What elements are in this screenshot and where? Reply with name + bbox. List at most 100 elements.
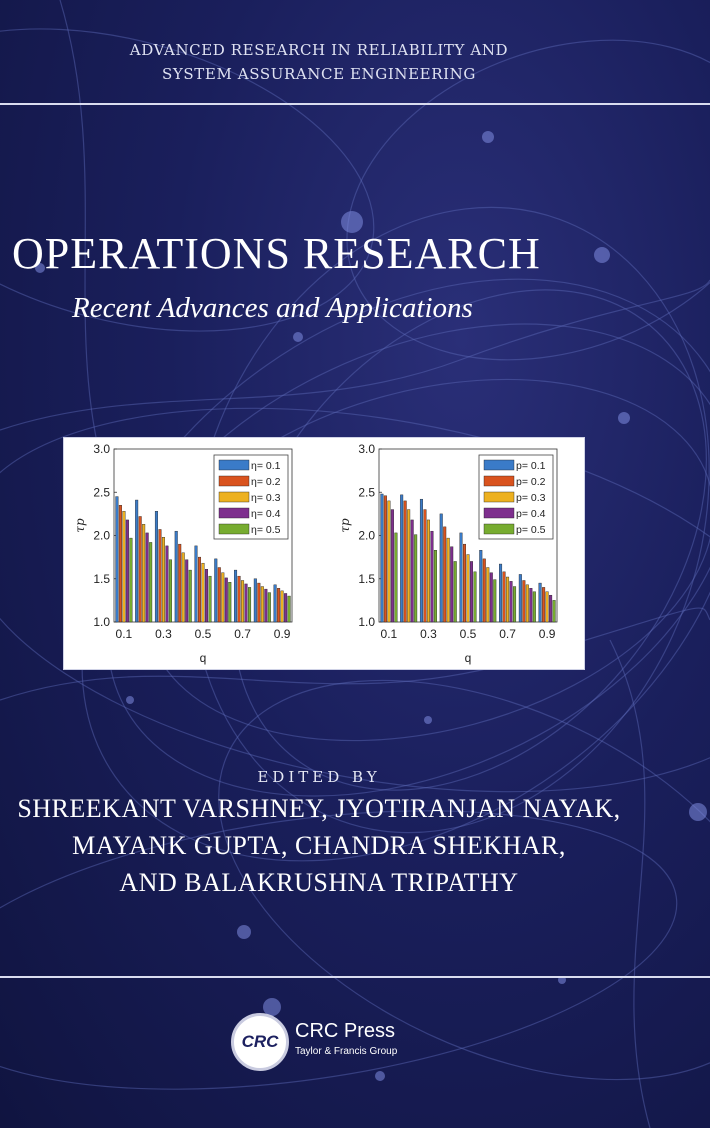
- bar-charts: 1.0 1.5 2.0 2.5 3.0 0.1 0.3 0.5 0.7 0.9 q τp η= 0.1 η…: [73, 442, 558, 665]
- chart-1-legend-swatch: [218, 491, 250, 503]
- chart-2-bar: [407, 509, 411, 623]
- bottom-divider: [0, 976, 710, 978]
- series-title: ADVANCED RESEARCH IN RELIABILITY AND SYS…: [0, 38, 638, 86]
- chart-2-legend-swatch: [483, 523, 515, 535]
- chart-1-bar: [208, 575, 212, 623]
- chart-1-bar: [115, 496, 119, 623]
- crc-logo-icon: CRC: [231, 1013, 289, 1071]
- chart-2-bar: [400, 494, 404, 623]
- chart-2-bar: [390, 509, 394, 623]
- chart-1-y-tick-label: 1.5: [93, 572, 110, 586]
- chart-1-x-tick-label: 0.7: [234, 627, 251, 641]
- chart-2-bar: [506, 576, 510, 623]
- chart-1-bar: [149, 542, 153, 623]
- publisher-name: CRC Press: [295, 1020, 396, 1042]
- chart-2-bar: [549, 594, 553, 623]
- chart-2-bar: [489, 572, 493, 623]
- chart-1-bar: [204, 569, 208, 623]
- chart-1-bar: [234, 569, 238, 623]
- chart-1-bar: [273, 584, 277, 623]
- series-title-line-2: SYSTEM ASSURANCE ENGINEERING: [162, 65, 476, 83]
- chart-2-y-tick-label: 1.0: [358, 615, 375, 629]
- chart-1-legend-swatch: [218, 523, 250, 535]
- chart-2-bar: [509, 581, 513, 623]
- chart-2-legend-swatch: [483, 507, 515, 519]
- chart-1-bar: [241, 580, 245, 623]
- chart-2-legend-label: p= 0.4: [516, 508, 546, 520]
- chart-1-y-tick-label: 1.0: [93, 615, 110, 629]
- chart-2-x-tick-label: 0.3: [420, 627, 437, 641]
- chart-2-bar: [473, 571, 477, 623]
- chart-1-bar: [284, 593, 288, 623]
- chart-2-bar: [470, 561, 474, 623]
- series-title-line-1: ADVANCED RESEARCH IN RELIABILITY AND: [129, 41, 509, 59]
- chart-2-legend-label: p= 0.1: [516, 460, 546, 472]
- chart-2-bar: [486, 567, 490, 623]
- chart-1-y-tick-label: 2.0: [93, 529, 110, 543]
- chart-1-bar: [287, 595, 291, 623]
- chart-1-bar: [145, 532, 149, 623]
- chart-1-bar: [267, 592, 271, 623]
- chart-2-x-tick-label: 0.7: [499, 627, 516, 641]
- chart-1-legend-swatch: [218, 459, 250, 471]
- chart-2-bar: [443, 526, 447, 623]
- chart-1-x-axis-label: q: [200, 651, 207, 665]
- chart-2-legend-swatch: [483, 475, 515, 487]
- chart-2-bar: [414, 534, 418, 623]
- chart-1-bar: [161, 537, 165, 623]
- chart-1-bar: [135, 499, 139, 623]
- chart-2-y-axis-label: τp: [338, 518, 352, 533]
- editors-line-1: SHREEKANT VARSHNEY, JYOTIRANJAN NAYAK,: [17, 794, 621, 823]
- chart-2-bar: [410, 519, 414, 623]
- chart-2-x-axis-label: q: [465, 651, 472, 665]
- chart-1-y-tick-label: 3.0: [93, 442, 110, 456]
- chart-2-x-tick-label: 0.1: [381, 627, 398, 641]
- book-subtitle: Recent Advances and Applications: [72, 292, 473, 324]
- chart-2-bar: [529, 588, 533, 623]
- chart-2-bar: [453, 561, 457, 623]
- chart-2-bar: [419, 498, 423, 623]
- chart-1-legend-label: η= 0.3: [251, 492, 281, 504]
- chart-1-bar: [221, 572, 225, 623]
- chart-1-bar: [174, 530, 178, 623]
- chart-1-bar: [244, 583, 248, 623]
- chart-2-x-tick-label: 0.9: [539, 627, 556, 641]
- chart-1-bar: [138, 516, 142, 623]
- chart-1-x-tick-label: 0.5: [195, 627, 212, 641]
- chart-1-bar: [158, 529, 162, 623]
- chart-2-bar: [463, 543, 467, 623]
- chart-1-bar: [237, 575, 241, 623]
- publisher-block: CRC CRC Press Taylor & Francis Group: [231, 1013, 461, 1073]
- chart-2-bar: [380, 493, 384, 623]
- chart-1-bar: [185, 559, 189, 623]
- chart-2-bar: [423, 509, 427, 623]
- chart-1-bar: [224, 577, 228, 623]
- chart-2-bar: [446, 537, 450, 623]
- chart-1-bar: [154, 511, 158, 623]
- chart-1-legend-swatch: [218, 475, 250, 487]
- chart-1-bar: [178, 543, 182, 623]
- editors-line-3: AND BALAKRUSHNA TRIPATHY: [119, 868, 519, 897]
- chart-2-bar: [545, 591, 549, 623]
- chart-1-bar: [201, 562, 205, 623]
- chart-1-x-tick-label: 0.1: [116, 627, 133, 641]
- chart-2-legend-label: p= 0.3: [516, 492, 546, 504]
- chart-2-bar: [433, 550, 437, 623]
- chart-2-bar: [493, 579, 497, 623]
- chart-2-y-tick-label: 1.5: [358, 572, 375, 586]
- chart-2-legend-swatch: [483, 491, 515, 503]
- chart-2-bar: [518, 574, 522, 623]
- cover-figure: 1.0 1.5 2.0 2.5 3.0 0.1 0.3 0.5 0.7 0.9 q τp η= 0.1 η…: [63, 437, 585, 670]
- chart-2-bar: [532, 591, 536, 623]
- publisher-group: Taylor & Francis Group: [295, 1046, 398, 1057]
- chart-1-legend-label: η= 0.1: [251, 460, 281, 472]
- chart-2-y-tick-label: 3.0: [358, 442, 375, 456]
- chart-2-x-tick-label: 0.5: [460, 627, 477, 641]
- chart-1-bar: [217, 567, 221, 623]
- chart-2-bar: [482, 558, 486, 623]
- chart-2-bar: [387, 500, 391, 623]
- editors-line-2: MAYANK GUPTA, CHANDRA SHEKHAR,: [72, 831, 566, 860]
- chart-2-bar: [466, 554, 470, 623]
- chart-2-bar: [502, 571, 506, 623]
